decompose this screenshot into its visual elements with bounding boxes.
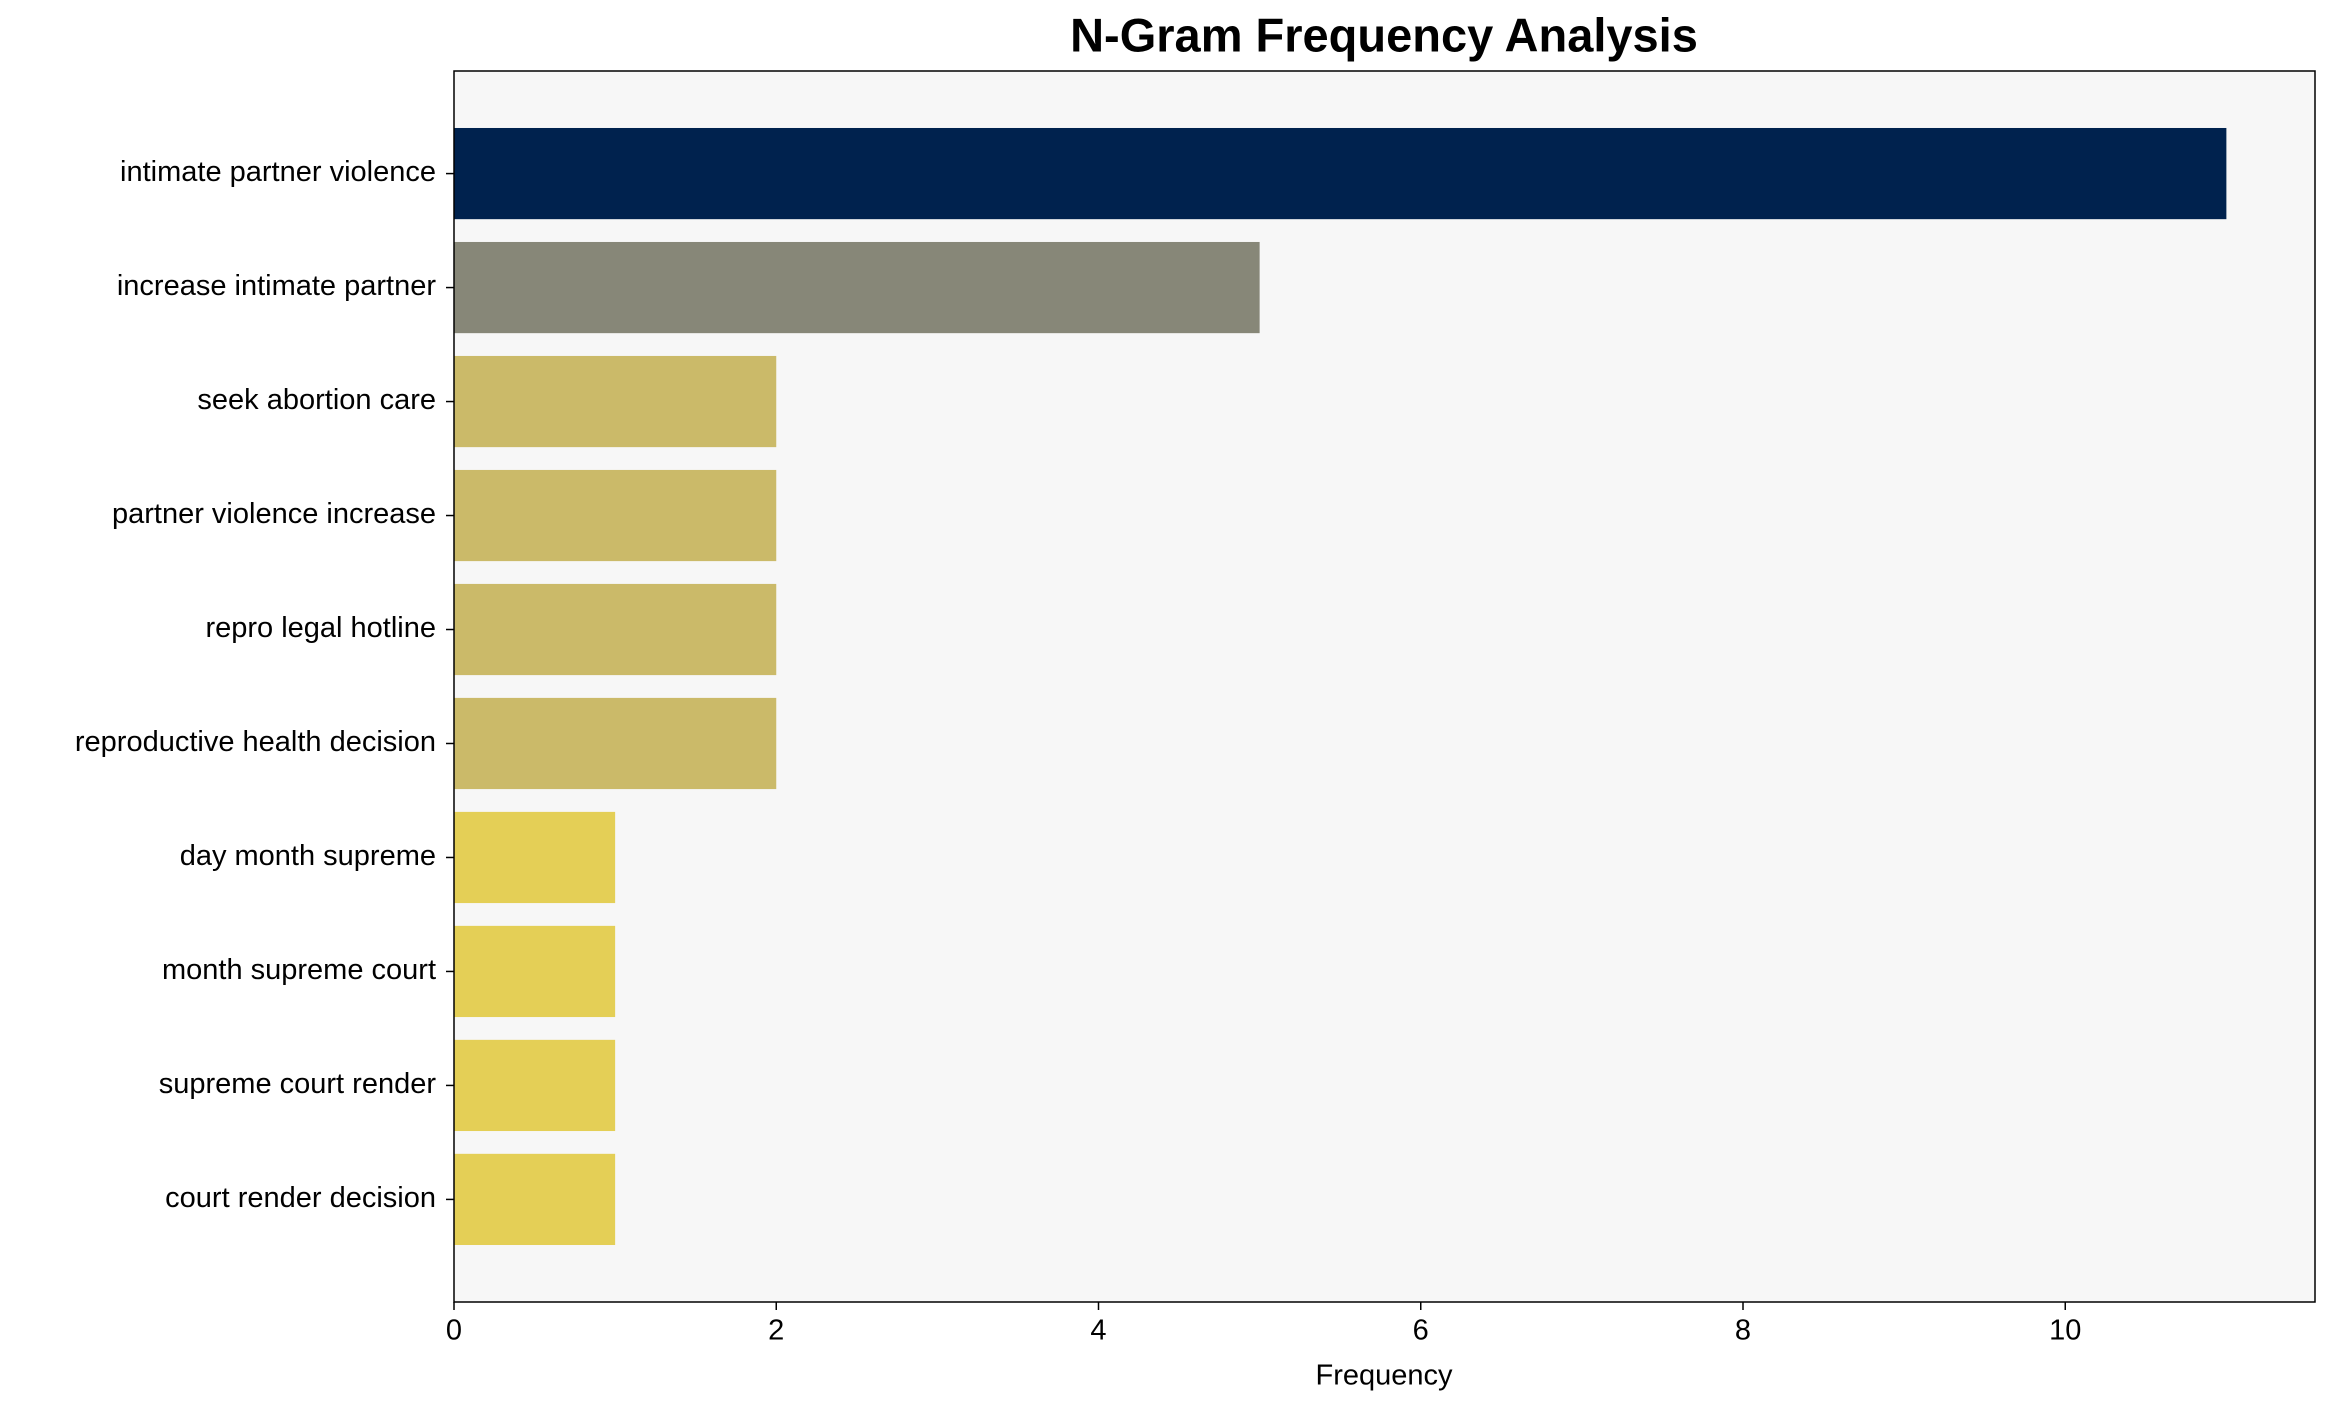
x-tick-label: 10 bbox=[2049, 1315, 2081, 1347]
y-tick-label: day month supreme bbox=[180, 840, 436, 872]
y-tick-label: partner violence increase bbox=[112, 498, 436, 530]
y-tick-label: seek abortion care bbox=[197, 384, 436, 416]
bar bbox=[454, 1039, 616, 1132]
x-tick-label: 0 bbox=[446, 1315, 462, 1347]
bar bbox=[454, 697, 777, 790]
x-tick-label: 4 bbox=[1090, 1315, 1106, 1347]
plot-frame bbox=[453, 70, 2316, 1303]
y-tick-label: supreme court render bbox=[159, 1068, 437, 1100]
bar bbox=[454, 811, 616, 904]
chart-title: N-Gram Frequency Analysis bbox=[1070, 8, 1698, 61]
bar bbox=[454, 127, 2227, 220]
y-tick-label: reproductive health decision bbox=[75, 726, 436, 758]
y-tick-label: increase intimate partner bbox=[117, 270, 436, 302]
x-tick-label: 6 bbox=[1413, 1315, 1429, 1347]
y-tick-label: month supreme court bbox=[162, 954, 436, 986]
x-tick-label: 8 bbox=[1735, 1315, 1751, 1347]
x-tick-label: 2 bbox=[768, 1315, 784, 1347]
y-tick-label: repro legal hotline bbox=[205, 612, 436, 644]
y-tick-label: court render decision bbox=[165, 1182, 436, 1214]
bar bbox=[454, 925, 616, 1018]
y-tick-label: intimate partner violence bbox=[120, 156, 436, 188]
bar bbox=[454, 469, 777, 562]
bar bbox=[454, 355, 777, 448]
bar bbox=[454, 241, 1260, 334]
x-axis-label: Frequency bbox=[1315, 1360, 1453, 1392]
bar bbox=[454, 1153, 616, 1246]
bar bbox=[454, 583, 777, 676]
